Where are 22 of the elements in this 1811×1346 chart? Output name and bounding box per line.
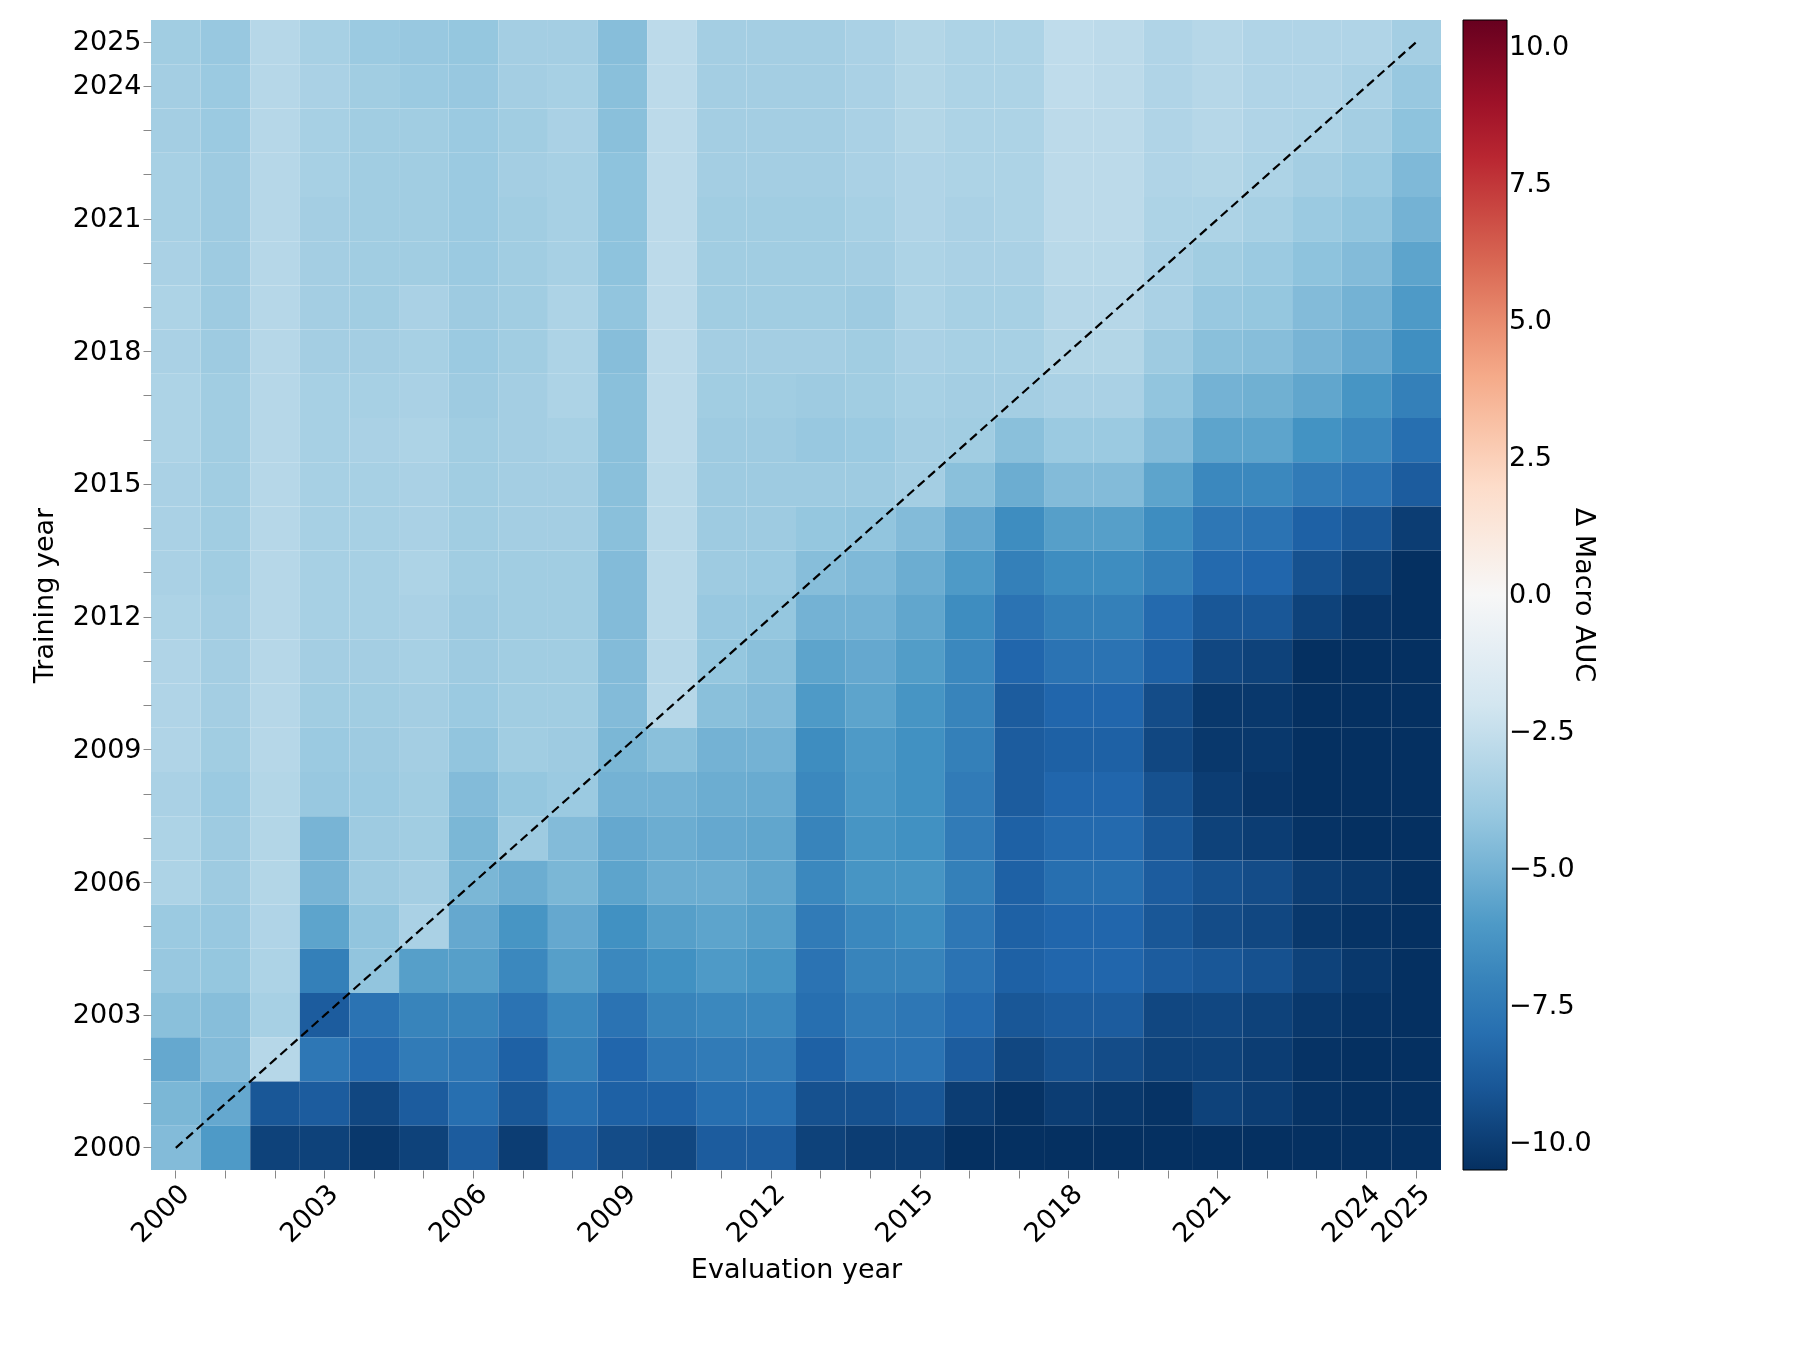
y-tick-label: 2000 — [72, 1130, 142, 1162]
y-tick-label: 2015 — [72, 467, 142, 499]
color-bar-label: 7.5 — [1509, 167, 1552, 199]
color-bar-label: 10.0 — [1509, 30, 1570, 62]
x-axis-title: Evaluation year — [690, 1253, 904, 1285]
color-bar-label: −10.0 — [1509, 1125, 1592, 1157]
color-bar-label: 2.5 — [1509, 441, 1552, 473]
color-bar-label: 0.0 — [1509, 578, 1552, 609]
y-axis-title: Training year — [27, 506, 59, 685]
y-tick-label: 2021 — [72, 202, 142, 234]
color-bar-label: −5.0 — [1509, 851, 1575, 883]
y-tick-label: 2012 — [72, 600, 142, 632]
y-tick-label: 2018 — [72, 334, 142, 366]
color-bar-label: −7.5 — [1509, 988, 1575, 1020]
color-bar-label: 5.0 — [1509, 304, 1552, 336]
y-tick-label: 2003 — [72, 998, 142, 1030]
color-bar-label: −2.5 — [1509, 714, 1575, 746]
y-tick-label: 2024 — [72, 69, 142, 101]
y-tick-label: 2025 — [72, 25, 142, 57]
color-bar-title: Δ Macro AUC — [1570, 507, 1601, 683]
y-tick-label: 2006 — [72, 865, 142, 897]
y-tick-label: 2009 — [72, 732, 142, 764]
